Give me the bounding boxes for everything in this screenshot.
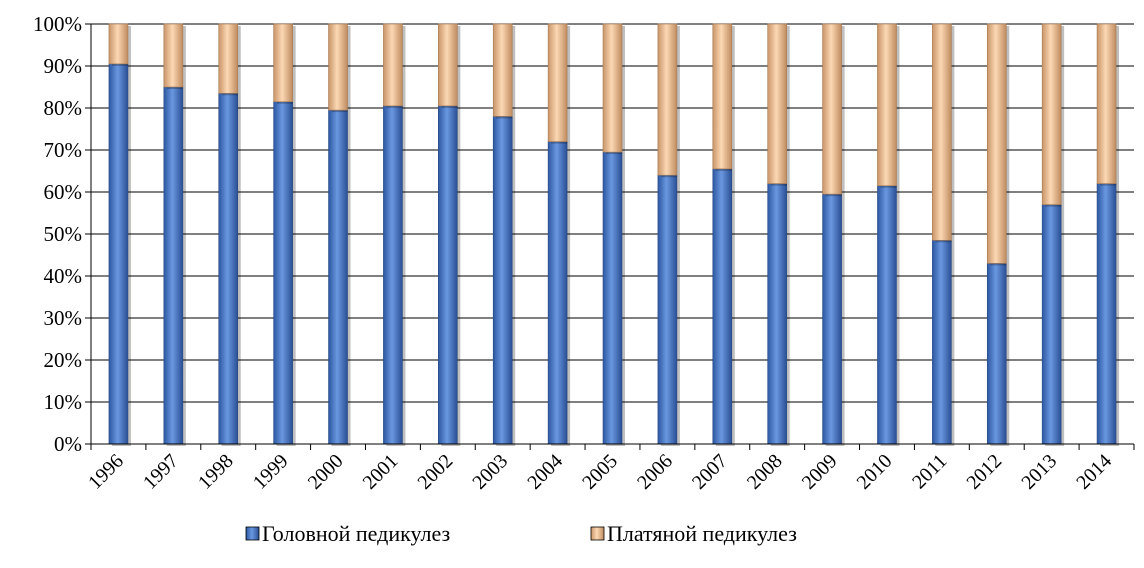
bar-body-lice-2000 (328, 23, 348, 111)
x-tick-label: 2014 (1072, 450, 1116, 494)
x-tick-label: 2008 (743, 450, 787, 494)
bar-body-lice-1996 (108, 23, 129, 65)
bar-head-lice-2013 (1041, 204, 1062, 445)
bar-head-lice-2001 (383, 105, 403, 445)
bar-head-lice-2002 (438, 105, 458, 445)
legend-label-body-lice: Платяной педикулез (607, 521, 797, 546)
bar-body-lice-2014 (1096, 23, 1117, 184)
bar-head-lice-2000 (328, 109, 348, 445)
x-tick-label: 1998 (194, 450, 238, 494)
bar-body-lice-2004 (547, 23, 568, 142)
legend-swatch-head-lice (245, 526, 260, 541)
y-tick-label: 0% (54, 432, 82, 456)
bar-body-lice-2008 (767, 23, 787, 184)
bar-head-lice-2006 (657, 174, 678, 445)
bar-head-lice-2010 (877, 185, 897, 445)
x-tick-label: 2012 (962, 450, 1006, 494)
y-tick-label: 90% (44, 54, 83, 78)
legend-label-head-lice: Головной педикулез (262, 521, 450, 546)
y-tick-label: 60% (44, 180, 83, 204)
bar-body-lice-1999 (273, 23, 293, 102)
bar-head-lice-2012 (986, 263, 1007, 445)
x-tick-label: 1996 (84, 450, 128, 494)
bar-head-lice-1999 (273, 101, 293, 445)
x-tick-label: 2004 (523, 450, 567, 494)
y-tick-labels: 0% 10% 20% 30% 40% 50% 60% 70% 80% 90% 100% (33, 12, 82, 456)
bar-body-lice-2001 (383, 23, 403, 107)
x-tick-label: 1997 (139, 450, 183, 494)
bar-head-lice-2014 (1096, 183, 1117, 445)
x-tick-label: 2000 (304, 450, 348, 494)
bar-body-lice-1997 (163, 23, 184, 88)
x-tick-label: 2005 (578, 450, 622, 494)
y-tick-label: 100% (33, 12, 82, 36)
bar-head-lice-2003 (492, 116, 513, 445)
bar-body-lice-1998 (218, 23, 239, 94)
x-tick-label: 2001 (359, 450, 403, 494)
bar-head-lice-2008 (767, 183, 787, 445)
bars-group (108, 23, 1120, 447)
x-tick-label: 2003 (468, 450, 512, 494)
bar-body-lice-2006 (657, 23, 678, 176)
x-tick-label: 2011 (908, 450, 951, 493)
x-tick-labels: 1996 1997 1998 1999 2000 2001 2002 2003 2004 2005… (84, 450, 1116, 494)
y-tick-label: 80% (44, 96, 83, 120)
bar-body-lice-2002 (438, 23, 458, 107)
x-tick-label: 2010 (853, 450, 897, 494)
bar-body-lice-2005 (602, 23, 623, 153)
bar-body-lice-2013 (1041, 23, 1062, 205)
bar-body-lice-2010 (877, 23, 897, 186)
bar-head-lice-2009 (822, 193, 842, 445)
axes (85, 23, 1135, 450)
bar-body-lice-2003 (492, 23, 513, 117)
y-tick-label: 10% (44, 390, 83, 414)
bar-head-lice-1998 (218, 93, 239, 445)
legend: Головной педикулез Платяной педикулез (245, 521, 797, 546)
legend-swatch-body-lice (590, 526, 605, 541)
x-tick-label: 2002 (414, 450, 458, 494)
bar-body-lice-2009 (822, 23, 842, 195)
bar-head-lice-2004 (547, 141, 568, 445)
bar-body-lice-2012 (986, 23, 1007, 264)
x-tick-label: 2013 (1017, 450, 1061, 494)
x-tick-label: 2006 (633, 450, 677, 494)
y-tick-label: 50% (44, 222, 83, 246)
bar-head-lice-2007 (712, 168, 733, 445)
y-tick-label: 20% (44, 348, 83, 372)
y-tick-label: 70% (44, 138, 83, 162)
x-tick-label: 2009 (798, 450, 842, 494)
bar-body-lice-2007 (712, 23, 733, 170)
y-tick-label: 40% (44, 264, 83, 288)
x-tick-label: 2007 (688, 450, 732, 494)
bar-body-lice-2011 (932, 23, 952, 241)
bar-head-lice-2005 (602, 151, 623, 445)
x-tick-label: 1999 (249, 450, 293, 494)
bar-head-lice-1997 (163, 86, 184, 445)
bar-head-lice-1996 (108, 63, 129, 445)
bar-head-lice-2011 (932, 240, 952, 445)
y-tick-label: 30% (44, 306, 83, 330)
